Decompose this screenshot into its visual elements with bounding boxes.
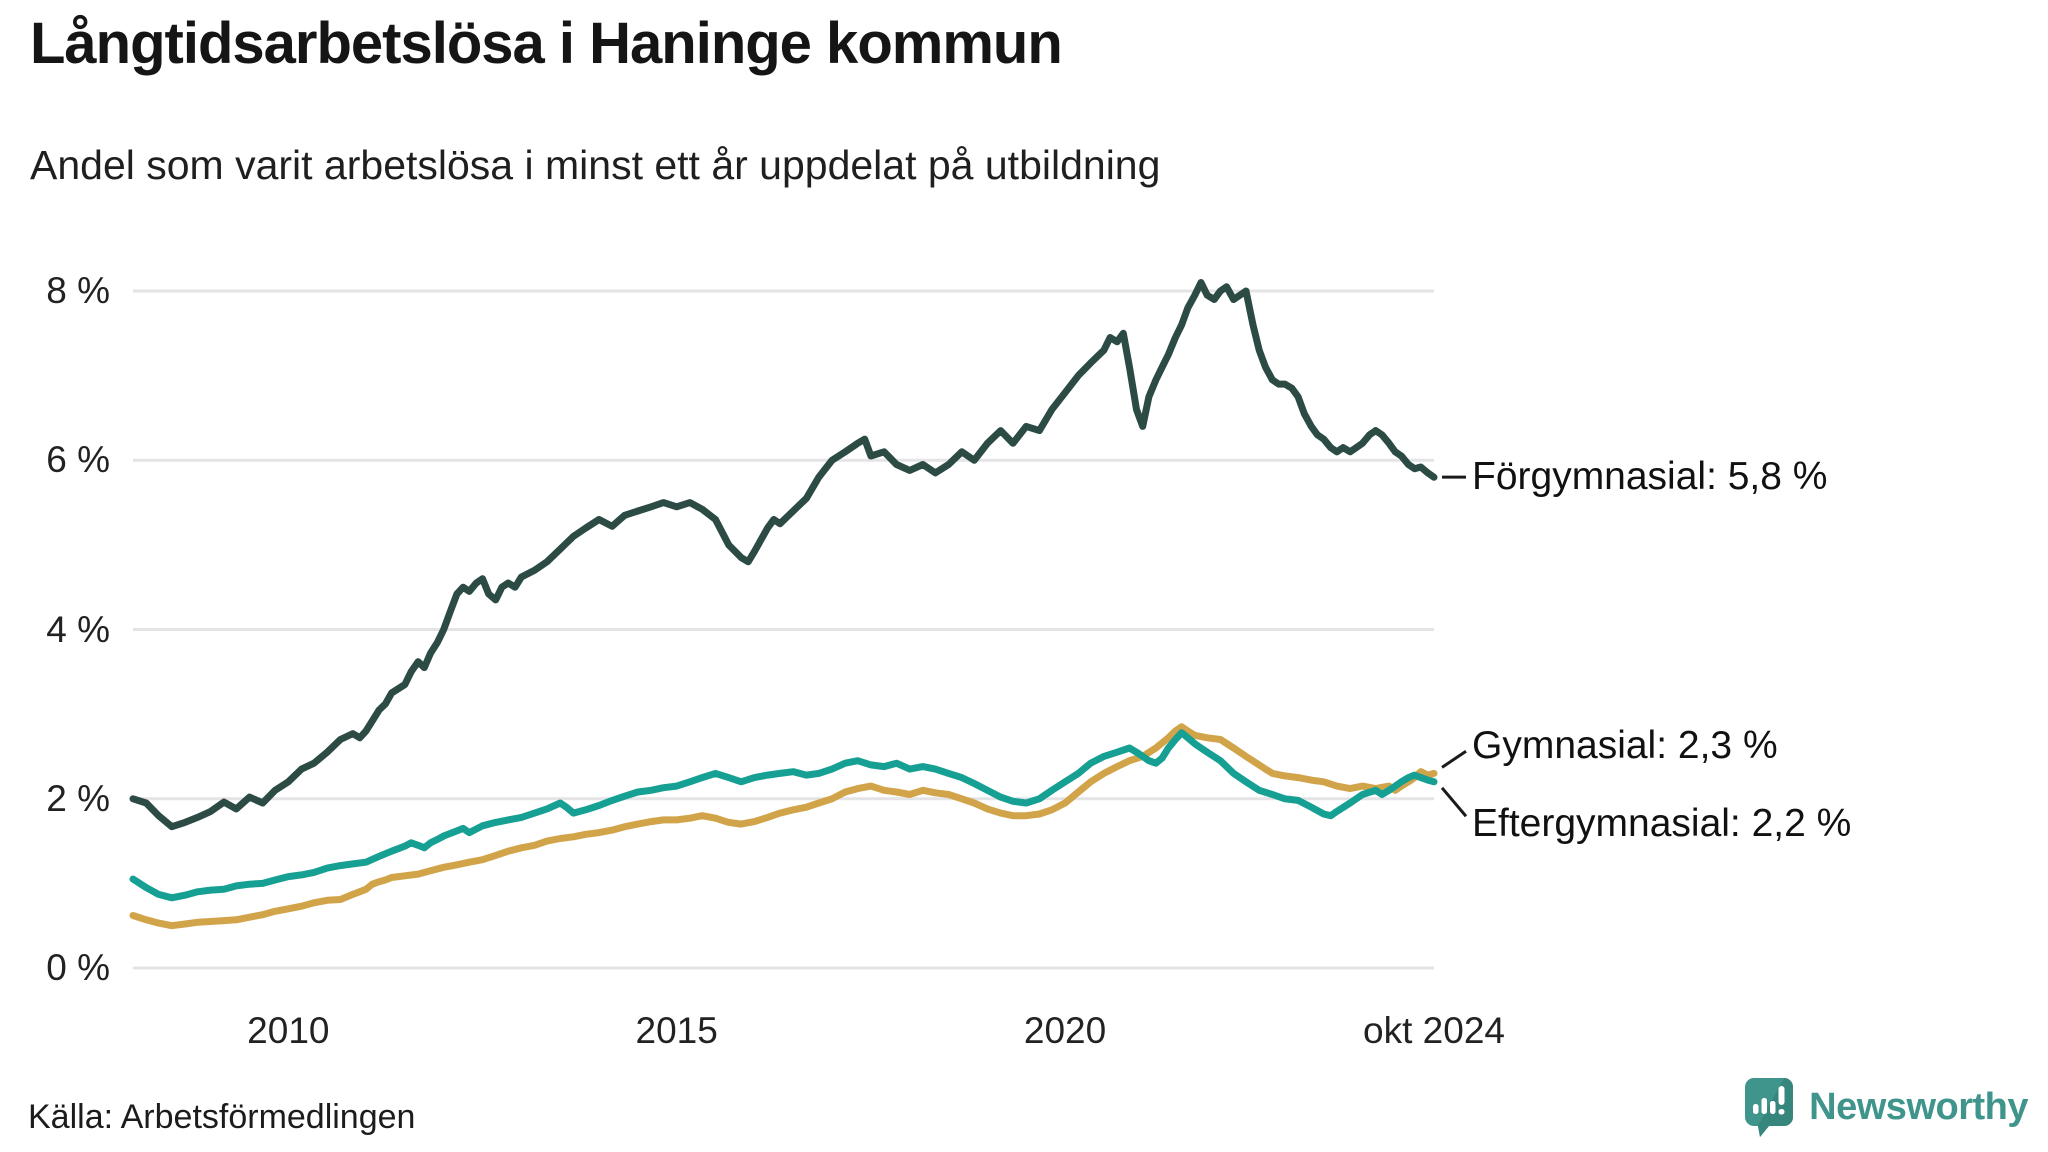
- x-axis-label: 2015: [635, 1010, 718, 1051]
- y-axis-label: 2 %: [46, 777, 110, 819]
- x-axis-label: 2020: [1023, 1010, 1107, 1051]
- series-end-label-förgymnasial: Förgymnasial: 5,8 %: [1472, 455, 1828, 499]
- series-end-label-eftergymnasial: Eftergymnasial: 2,2 %: [1472, 801, 1852, 845]
- chart-subtitle: Andel som varit arbetslösa i minst ett å…: [30, 142, 1161, 188]
- series-line-eftergymnasial: [129, 729, 1438, 902]
- label-leader-line: [1441, 749, 1467, 769]
- series-end-label-gymnasial: Gymnasial: 2,3 %: [1472, 724, 1778, 768]
- y-axis-label: 4 %: [46, 608, 110, 650]
- y-axis-label: 8 %: [46, 270, 110, 311]
- label-leader-line: [1440, 786, 1468, 818]
- newsworthy-speech-bubble-bars-icon: [1743, 1076, 1795, 1138]
- x-axis-label: 2010: [247, 1010, 330, 1051]
- source-note: Källa: Arbetsförmedlingen: [28, 1098, 416, 1136]
- series-line-förgymnasial: [129, 279, 1438, 831]
- newsworthy-logo: Newsworthy: [1743, 1076, 2028, 1138]
- x-axis-label: okt 2024: [1363, 1010, 1505, 1051]
- y-axis-label: 0 %: [46, 947, 110, 988]
- page-title: Långtidsarbetslösa i Haninge kommun: [30, 11, 1063, 76]
- y-axis-label: 6 %: [46, 439, 110, 481]
- series-line-gymnasial: [129, 723, 1438, 930]
- newsworthy-wordmark: Newsworthy: [1809, 1085, 2028, 1128]
